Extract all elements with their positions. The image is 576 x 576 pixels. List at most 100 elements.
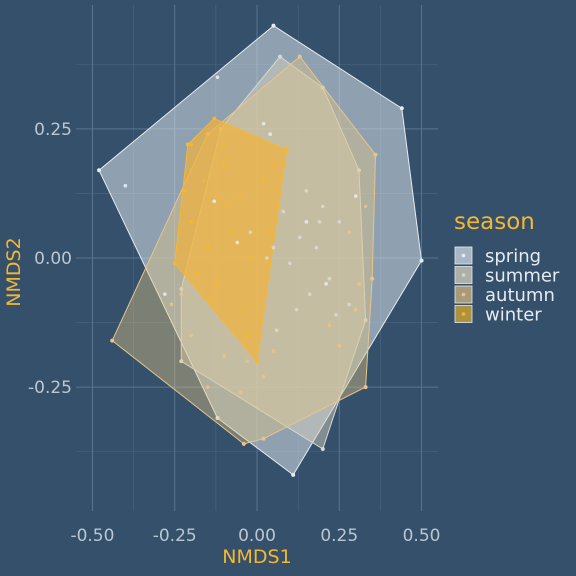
hull-vertex-winter xyxy=(185,142,190,147)
hull-vertex-winter xyxy=(212,116,217,121)
legend-dot-spring xyxy=(461,253,466,258)
point-spring xyxy=(268,132,272,136)
legend-label-summer: summer xyxy=(485,266,560,287)
hull-vertex-winter xyxy=(284,147,289,152)
hull-vertex-autumn xyxy=(363,385,368,390)
point-spring xyxy=(215,75,220,80)
point-summer xyxy=(248,230,253,234)
legend-label-winter: winter xyxy=(485,305,542,326)
y-tick-label: -0.25 xyxy=(28,378,72,398)
hull-vertex-summer xyxy=(320,447,325,452)
season-points xyxy=(123,75,368,395)
point-summer xyxy=(307,292,312,296)
point-autumn xyxy=(222,354,226,358)
point-summer xyxy=(294,307,299,312)
point-autumn xyxy=(245,359,249,364)
hull-vertex-autumn xyxy=(373,152,378,157)
point-summer xyxy=(314,245,319,250)
hull-vertex-spring xyxy=(215,416,220,421)
legend-dot-winter xyxy=(461,312,466,316)
point-winter xyxy=(215,282,220,286)
point-autumn xyxy=(347,230,351,234)
x-tick-label: 0.00 xyxy=(238,526,276,546)
point-spring xyxy=(123,183,128,188)
point-autumn xyxy=(357,282,361,286)
point-autumn xyxy=(271,349,276,353)
point-winter xyxy=(248,256,253,260)
point-winter xyxy=(205,245,210,250)
point-autumn xyxy=(327,323,332,327)
point-autumn xyxy=(353,307,358,312)
point-autumn xyxy=(238,390,243,395)
point-winter xyxy=(225,204,230,209)
point-summer xyxy=(271,245,276,250)
hull-vertex-summer xyxy=(363,317,368,322)
hull-vertex-summer xyxy=(320,85,325,90)
point-winter xyxy=(228,230,233,234)
point-autumn xyxy=(189,333,193,338)
y-tick-label: 0.25 xyxy=(34,120,72,140)
point-winter xyxy=(238,307,243,312)
point-summer xyxy=(265,256,269,260)
point-spring xyxy=(261,121,266,126)
hull-vertex-summer xyxy=(278,54,283,59)
point-winter xyxy=(274,204,279,209)
x-tick-label: 0.25 xyxy=(320,526,358,546)
point-spring xyxy=(163,292,167,296)
point-winter xyxy=(182,189,187,193)
x-axis-title: NMDS1 xyxy=(222,546,291,568)
point-winter xyxy=(222,142,226,147)
point-autumn xyxy=(169,302,174,307)
hull-vertex-spring xyxy=(291,472,296,477)
point-winter xyxy=(268,230,272,234)
hull-vertex-autumn xyxy=(370,276,375,281)
hull-vertex-spring xyxy=(399,106,404,111)
point-summer xyxy=(327,276,332,281)
legend-label-autumn: autumn xyxy=(485,285,555,306)
legend-dot-summer xyxy=(461,273,466,277)
axis-ticks: -0.50 -0.25 0.00 0.25 0.50 -0.25 0.00 0.25 xyxy=(28,120,440,546)
point-autumn xyxy=(363,204,368,209)
hull-vertex-summer xyxy=(179,286,184,291)
point-spring xyxy=(235,240,240,245)
point-winter xyxy=(271,163,276,167)
point-spring xyxy=(353,194,358,198)
y-tick-label: 0.00 xyxy=(34,249,72,269)
legend-label-spring: spring xyxy=(485,246,541,267)
point-autumn xyxy=(179,292,184,296)
point-spring xyxy=(324,282,328,286)
point-summer xyxy=(321,204,325,209)
point-summer xyxy=(337,220,342,224)
point-winter xyxy=(189,142,193,147)
legend-title: season xyxy=(454,209,535,235)
point-summer xyxy=(334,312,338,317)
point-summer xyxy=(288,261,292,265)
point-winter xyxy=(261,178,266,183)
hull-vertex-spring xyxy=(97,168,102,173)
point-winter xyxy=(202,178,207,183)
hull-vertex-spring xyxy=(419,258,424,263)
hull-vertex-winter xyxy=(172,261,177,266)
point-summer xyxy=(297,235,302,240)
hull-vertex-winter xyxy=(255,359,259,364)
hull-vertex-summer xyxy=(179,359,184,364)
hull-vertex-autumn xyxy=(297,54,302,59)
point-summer xyxy=(281,209,286,214)
hull-vertex-summer xyxy=(357,168,362,173)
point-winter xyxy=(238,194,243,198)
point-spring xyxy=(212,199,217,204)
hull-vertex-autumn xyxy=(110,338,115,343)
hull-vertex-autumn xyxy=(241,441,246,446)
point-winter xyxy=(189,220,193,224)
hull-vertex-autumn xyxy=(261,436,266,441)
point-summer xyxy=(274,328,279,333)
x-tick-label: -0.50 xyxy=(70,526,114,546)
point-summer xyxy=(347,302,351,307)
point-winter xyxy=(195,271,200,276)
point-winter xyxy=(209,297,213,302)
point-summer xyxy=(317,220,322,224)
x-tick-label: 0.50 xyxy=(403,526,441,546)
y-axis-title: NMDS2 xyxy=(3,237,25,306)
legend-dot-autumn xyxy=(461,292,466,297)
